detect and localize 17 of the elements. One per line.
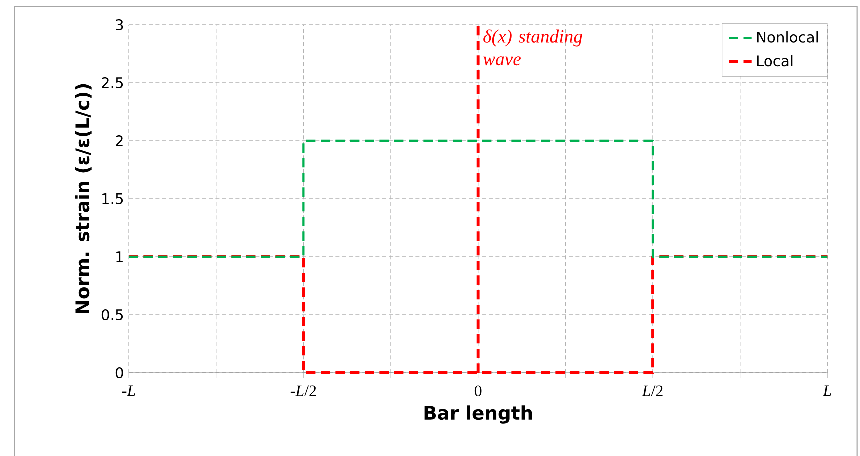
y-tick-label: 3 xyxy=(116,19,124,31)
x-tick-label: L xyxy=(823,386,832,396)
y-axis-title: Norm. strain (ε/ε(L/c)) xyxy=(75,84,92,314)
x-tick-label: 0 xyxy=(474,386,482,396)
x-tick-label: -L xyxy=(122,386,136,396)
y-tick-label: 2.5 xyxy=(102,77,124,89)
x-tick-label: L/2 xyxy=(642,386,663,396)
y-tick-label: 1 xyxy=(116,252,123,262)
y-tick-label: 0 xyxy=(116,367,124,379)
y-tick-label: 2 xyxy=(116,136,123,146)
y-tick-label: 0.5 xyxy=(102,309,124,321)
x-axis-title: Bar length xyxy=(424,406,532,424)
x-tick-label: -L/2 xyxy=(290,386,316,396)
y-tick-label: 1.5 xyxy=(102,194,124,204)
legend-label: Local xyxy=(757,55,793,67)
ref-line-label: δ(x) standing wave xyxy=(483,30,582,66)
legend-label: Nonlocal xyxy=(757,32,818,43)
